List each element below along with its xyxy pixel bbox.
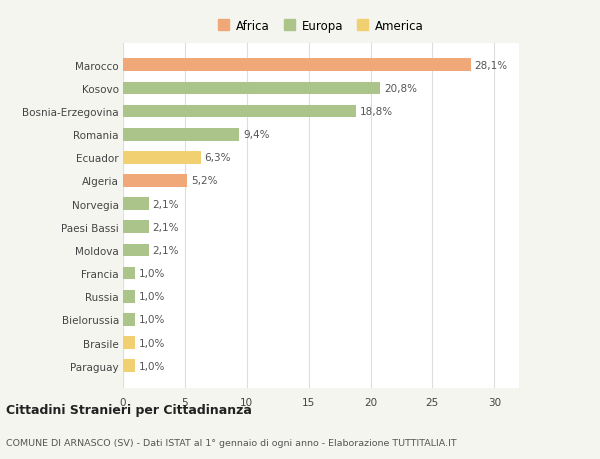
Text: COMUNE DI ARNASCO (SV) - Dati ISTAT al 1° gennaio di ogni anno - Elaborazione TU: COMUNE DI ARNASCO (SV) - Dati ISTAT al 1…: [6, 438, 457, 447]
Text: 18,8%: 18,8%: [359, 107, 392, 117]
Bar: [123, 129, 239, 141]
Text: 5,2%: 5,2%: [191, 176, 218, 186]
Bar: [123, 198, 149, 211]
Text: 6,3%: 6,3%: [205, 153, 231, 163]
Text: 2,1%: 2,1%: [152, 199, 179, 209]
Text: 1,0%: 1,0%: [139, 361, 166, 371]
Bar: [123, 290, 136, 303]
Text: 9,4%: 9,4%: [243, 130, 269, 140]
Bar: [123, 336, 136, 349]
Bar: [123, 106, 356, 118]
Text: 28,1%: 28,1%: [475, 61, 508, 71]
Text: 1,0%: 1,0%: [139, 315, 166, 325]
Bar: [123, 313, 136, 326]
Bar: [123, 267, 136, 280]
Bar: [123, 359, 136, 372]
Text: 2,1%: 2,1%: [152, 222, 179, 232]
Bar: [123, 82, 380, 95]
Bar: [123, 59, 471, 72]
Text: Cittadini Stranieri per Cittadinanza: Cittadini Stranieri per Cittadinanza: [6, 403, 252, 416]
Bar: [123, 244, 149, 257]
Legend: Africa, Europa, America: Africa, Europa, America: [214, 15, 428, 38]
Bar: [123, 221, 149, 234]
Bar: [123, 175, 187, 187]
Text: 1,0%: 1,0%: [139, 338, 166, 348]
Text: 1,0%: 1,0%: [139, 269, 166, 279]
Text: 1,0%: 1,0%: [139, 291, 166, 302]
Text: 2,1%: 2,1%: [152, 246, 179, 255]
Text: 20,8%: 20,8%: [384, 84, 417, 94]
Bar: [123, 151, 201, 164]
